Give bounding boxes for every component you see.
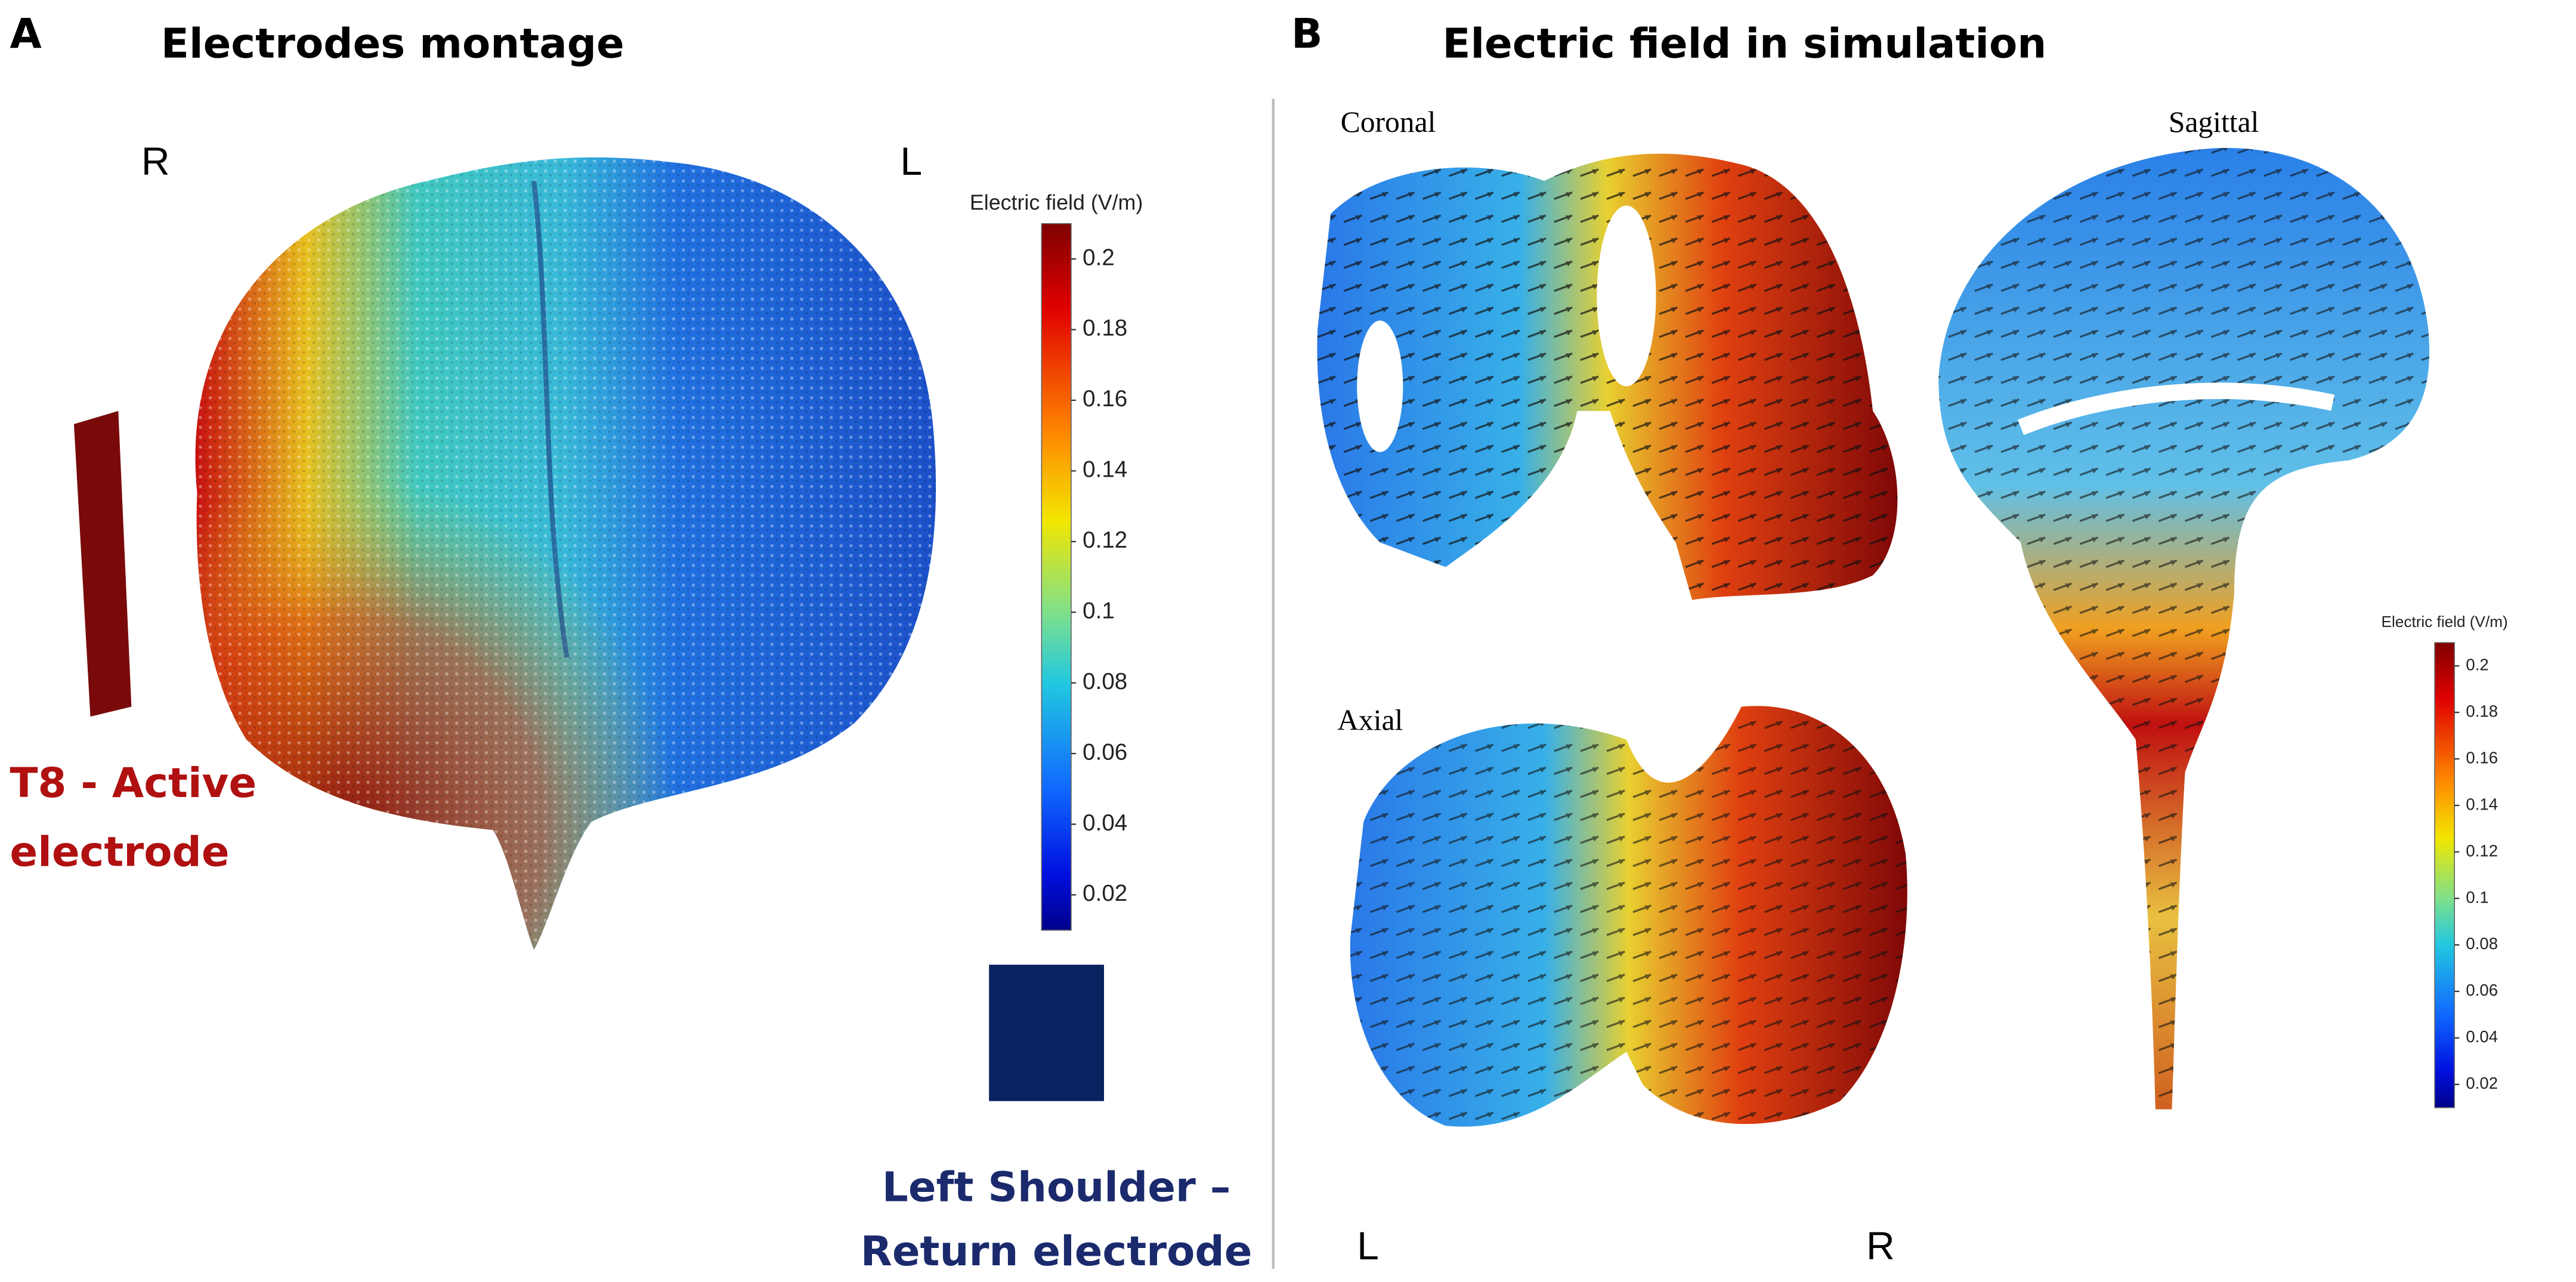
colorbar-tick-label: 0.02 bbox=[1083, 881, 1127, 906]
electrode-label: Return electrode bbox=[861, 1228, 1253, 1275]
orientation-label: L bbox=[900, 140, 922, 184]
colorbar-tick-label: 0.06 bbox=[1083, 739, 1127, 765]
colorbar-tick-label: 0.1 bbox=[1083, 598, 1115, 623]
orientation-label: R bbox=[141, 140, 170, 184]
colorbar-tick-label: 0.18 bbox=[1083, 316, 1127, 341]
colorbar-tick-label: 0.1 bbox=[2466, 888, 2488, 906]
colorbar-tick-label: 0.14 bbox=[1083, 457, 1127, 483]
colorbar-tick-label: 0.2 bbox=[2466, 656, 2488, 674]
coronal-slice bbox=[1317, 153, 1898, 600]
colorbar-tick-label: 0.08 bbox=[2466, 934, 2498, 953]
colorbar-title: Electric field (V/m) bbox=[2382, 613, 2508, 631]
colorbar-title: Electric field (V/m) bbox=[970, 190, 1143, 214]
colorbar-tick-label: 0.12 bbox=[1083, 527, 1127, 553]
orientation-label: L bbox=[1357, 1224, 1379, 1268]
colorbar-tick-label: 0.06 bbox=[2466, 981, 2498, 999]
colorbar-tick-label: 0.16 bbox=[1083, 386, 1127, 412]
colorbar-tick-label: 0.2 bbox=[1083, 245, 1115, 270]
sagittal-slice bbox=[1938, 147, 2430, 1110]
panel-title: Electrodes montage bbox=[161, 20, 624, 67]
colorbar-tick-label: 0.12 bbox=[2466, 841, 2498, 860]
view-label: Axial bbox=[1337, 704, 1403, 737]
colorbar-tick-label: 0.16 bbox=[2466, 748, 2498, 767]
view-label: Coronal bbox=[1341, 106, 1436, 138]
panel-title: Electric field in simulation bbox=[1442, 20, 2046, 67]
colorbar-tick-label: 0.04 bbox=[1083, 810, 1127, 836]
colorbar-tick-label: 0.04 bbox=[2466, 1027, 2498, 1046]
colorbar bbox=[1041, 223, 1072, 931]
return-electrode bbox=[989, 965, 1104, 1101]
colorbar bbox=[2434, 642, 2455, 1108]
axial-slice bbox=[1350, 706, 1907, 1127]
electrode-label: electrode bbox=[10, 829, 230, 876]
colorbar-tick-label: 0.08 bbox=[1083, 669, 1127, 694]
panel-label: B bbox=[1291, 10, 1322, 58]
orientation-label: R bbox=[1866, 1224, 1895, 1268]
panel-label: A bbox=[10, 10, 42, 58]
colorbar-tick-label: 0.18 bbox=[2466, 702, 2498, 720]
colorbar-tick-label: 0.14 bbox=[2466, 795, 2498, 813]
colorbar-tick-label: 0.02 bbox=[2466, 1074, 2498, 1092]
view-label: Sagittal bbox=[2169, 106, 2259, 138]
active-electrode bbox=[73, 410, 132, 717]
brain-render bbox=[195, 157, 936, 950]
electrode-label: T8 - Active bbox=[10, 759, 257, 807]
electrode-label: Left Shoulder – bbox=[882, 1164, 1230, 1212]
